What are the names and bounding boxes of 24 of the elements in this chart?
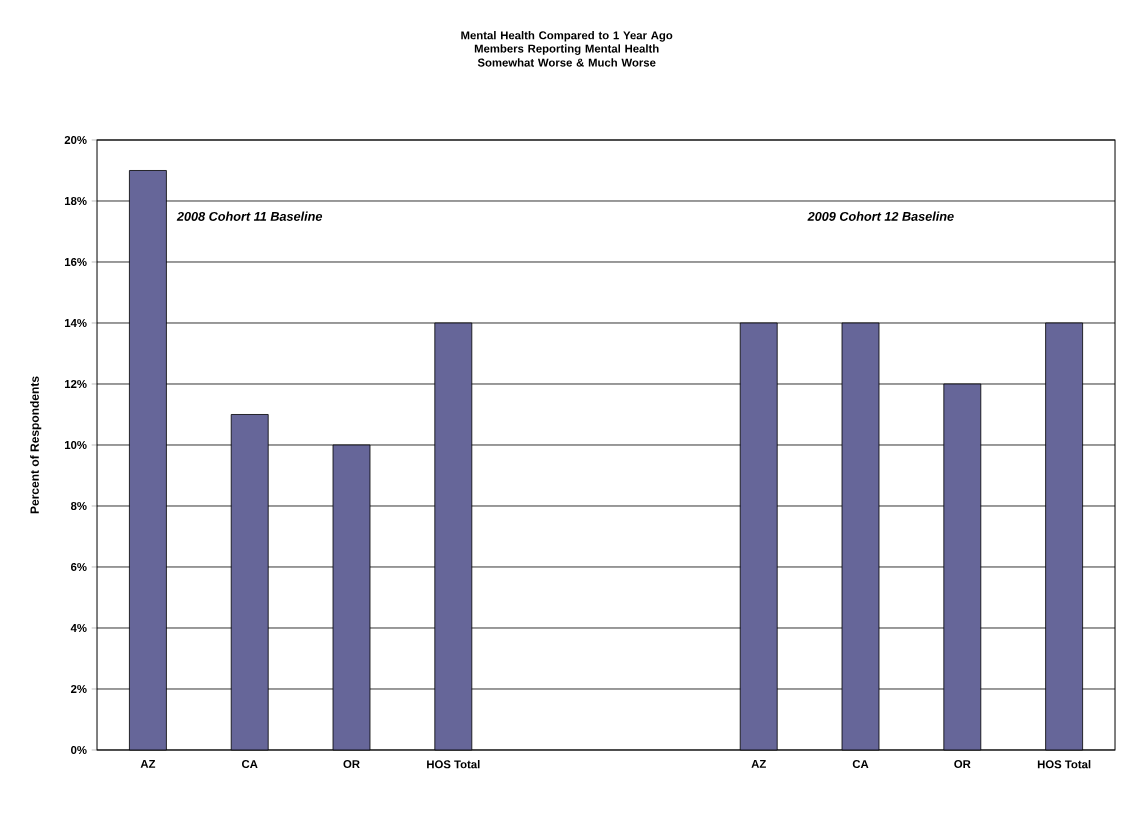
y-tick-label: 18% xyxy=(64,196,87,205)
y-tick-label: 0% xyxy=(71,745,87,754)
x-tick-label: CA xyxy=(241,760,258,769)
x-tick-label: OR xyxy=(343,760,360,769)
x-tick-label: AZ xyxy=(751,760,766,768)
x-tick-label: AZ xyxy=(140,760,156,768)
chart-subtitle: Members Reporting Mental Health Somewhat Worse & Much Worse xyxy=(474,44,659,67)
y-tick-label: 2% xyxy=(70,684,87,693)
y-tick-label: 10% xyxy=(64,440,87,449)
y-tick-label: 20% xyxy=(64,135,87,144)
annotation: 2008 Cohort 11 Baseline xyxy=(176,211,323,221)
x-tick-label: HOS Total xyxy=(1037,760,1091,769)
y-tick-label: 8% xyxy=(70,501,87,510)
x-tick-label: HOS Total xyxy=(427,760,480,769)
y-tick-label: 12% xyxy=(64,380,87,388)
x-tick-label: OR xyxy=(954,760,971,769)
y-tick-label: 6% xyxy=(71,562,87,571)
y-tick-label: 14% xyxy=(64,319,87,327)
y-tick-label: 16% xyxy=(64,257,87,266)
chart-title: Mental Health Compared to 1 Year Ago xyxy=(461,31,673,42)
x-tick-label: CA xyxy=(852,760,869,769)
annotation: 2009 Cohort 12 Baseline xyxy=(807,211,954,221)
y-axis-title: Percent of Respondents xyxy=(30,376,42,514)
y-tick-label: 4% xyxy=(70,624,87,632)
